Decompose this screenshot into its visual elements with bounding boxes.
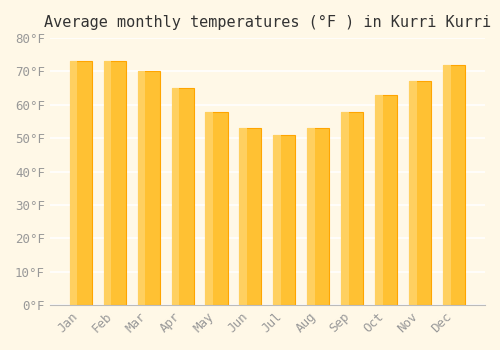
Bar (375, 95, 383, 305)
Bar (206, 112, 213, 305)
Bar (104, 62, 126, 305)
Bar (443, 65, 465, 305)
Bar (308, 128, 315, 305)
Bar (240, 128, 247, 305)
Bar (342, 112, 349, 305)
Bar (409, 82, 432, 305)
Bar (409, 82, 417, 305)
Bar (206, 112, 228, 305)
Bar (138, 71, 160, 305)
Bar (443, 65, 451, 305)
Title: Average monthly temperatures (°F ) in Kurri Kurri: Average monthly temperatures (°F ) in Ku… (44, 15, 491, 30)
Bar (70, 62, 78, 305)
Bar (240, 128, 262, 305)
Bar (172, 88, 194, 305)
Bar (375, 95, 398, 305)
Bar (274, 135, 281, 305)
Bar (104, 62, 112, 305)
Bar (172, 88, 179, 305)
Bar (342, 112, 363, 305)
Bar (138, 71, 145, 305)
Bar (274, 135, 295, 305)
Bar (70, 62, 92, 305)
Bar (308, 128, 330, 305)
